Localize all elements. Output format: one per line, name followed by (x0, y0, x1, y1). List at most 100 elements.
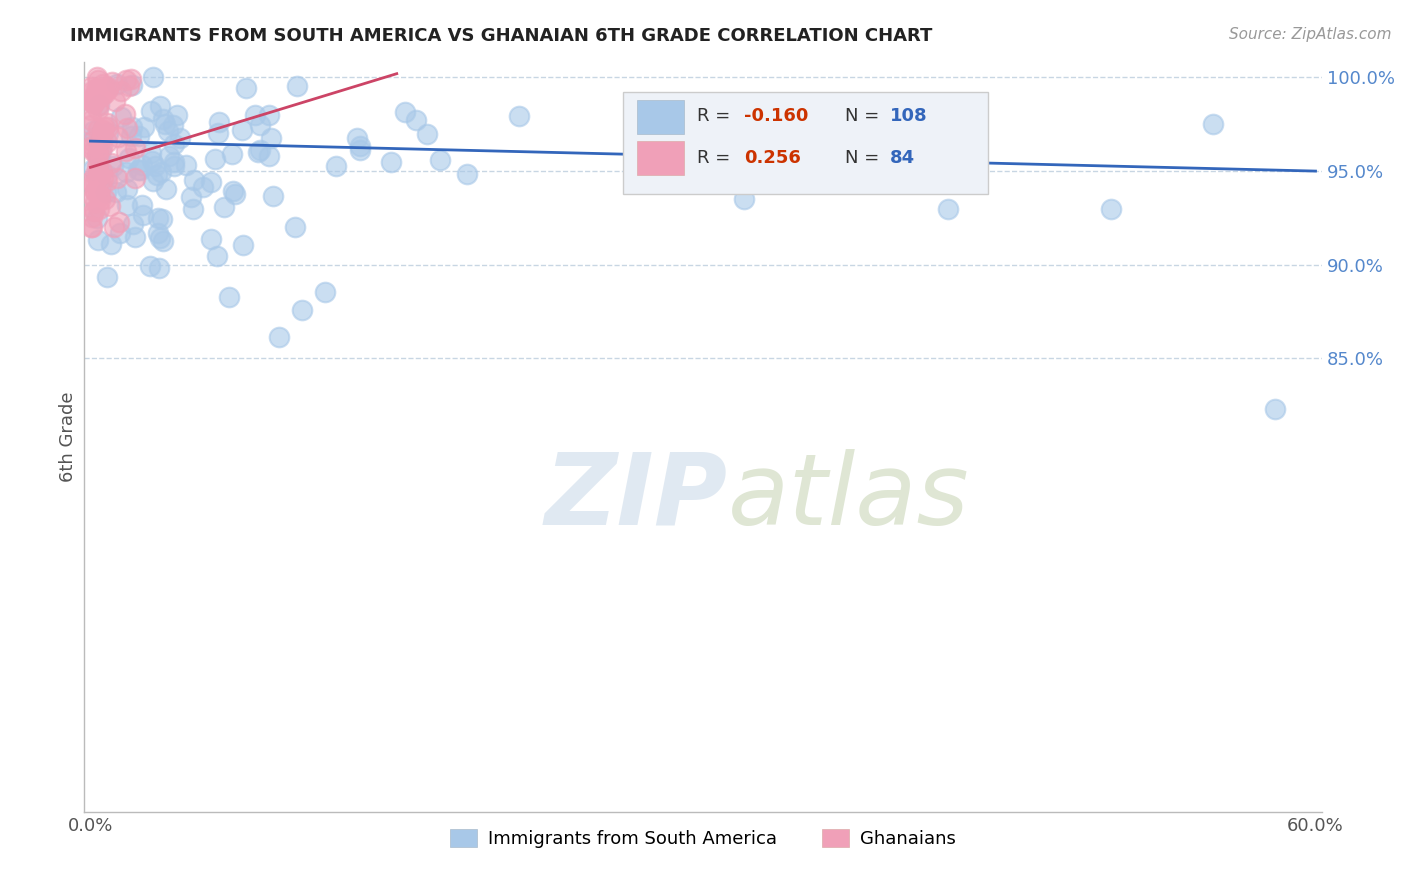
Point (97, 81, 120, 95)
Point (80, 112, 103, 127)
Point (152, 112, 174, 127)
Point (246, 145, 269, 159)
Point (89, 189, 111, 203)
Point (90, 82, 112, 96)
Text: N =: N = (845, 107, 886, 126)
Point (82, 124, 104, 138)
Text: 84: 84 (890, 149, 915, 168)
Point (183, 173, 205, 187)
Point (90, 131, 112, 145)
Point (87, 73, 110, 87)
Point (80, 134, 103, 148)
Point (163, 136, 186, 151)
Text: R =: R = (697, 107, 735, 126)
Point (148, 226, 170, 240)
Point (107, 130, 129, 145)
Point (314, 285, 336, 299)
Point (82, 161, 104, 176)
Text: R =: R = (697, 149, 735, 168)
Point (80, 84, 103, 98)
Point (115, 145, 138, 159)
Point (80, 95, 103, 109)
Point (115, 181, 138, 195)
Point (96, 116, 118, 130)
Point (153, 117, 176, 131)
Point (87, 140, 110, 154)
Point (105, 186, 128, 200)
Point (83, 202, 105, 217)
Point (207, 126, 229, 140)
Text: ZIP: ZIP (544, 449, 728, 546)
Bar (637, 141, 685, 175)
Point (146, 211, 169, 225)
Point (139, 145, 162, 160)
Point (108, 227, 131, 241)
Point (150, 165, 173, 179)
Point (121, 78, 143, 92)
FancyBboxPatch shape (623, 93, 987, 194)
Point (84, 130, 107, 145)
Point (129, 163, 152, 178)
Point (90, 140, 112, 154)
Point (89, 169, 111, 183)
Point (86, 211, 108, 225)
Point (82, 178, 104, 192)
Point (224, 186, 246, 201)
Point (205, 249, 228, 263)
Legend: Immigrants from South America, Ghanaians: Immigrants from South America, Ghanaians (443, 822, 963, 855)
Point (100, 236, 122, 251)
Point (89, 135, 111, 149)
Point (259, 149, 281, 163)
Point (86, 170, 108, 185)
Point (405, 113, 427, 128)
Point (349, 143, 371, 157)
Point (86, 81, 108, 95)
Point (128, 128, 150, 143)
Point (91, 123, 114, 137)
Point (105, 170, 128, 185)
Point (456, 167, 478, 181)
Point (162, 154, 184, 169)
Point (232, 238, 254, 252)
Point (380, 154, 402, 169)
Point (162, 118, 184, 132)
Point (93, 84, 115, 98)
Point (148, 261, 170, 276)
Point (134, 120, 156, 134)
Point (87, 98, 110, 112)
Point (183, 202, 205, 217)
Point (84, 184, 107, 198)
Point (90, 144, 112, 158)
Point (82, 220, 104, 235)
Point (508, 109, 530, 123)
Point (97, 120, 120, 134)
Point (94, 192, 117, 206)
Point (84, 95, 107, 110)
Point (222, 185, 245, 199)
Point (166, 108, 188, 122)
Point (90, 179, 112, 194)
Point (120, 129, 142, 144)
Point (103, 220, 125, 235)
Point (89, 87, 111, 102)
Point (96, 185, 118, 199)
Point (80, 138, 103, 153)
Point (1264, 401, 1286, 416)
Point (86, 87, 108, 101)
Point (157, 148, 180, 162)
Point (121, 120, 143, 134)
Point (100, 155, 122, 169)
Point (114, 164, 136, 178)
Point (139, 260, 162, 274)
Point (124, 141, 146, 155)
Point (193, 180, 215, 194)
Point (204, 152, 226, 166)
Point (115, 73, 138, 87)
Point (86, 149, 108, 163)
Point (90, 89, 112, 103)
Point (83, 94, 105, 108)
Point (118, 151, 141, 165)
Point (212, 200, 235, 214)
Point (107, 215, 129, 229)
Point (131, 158, 153, 172)
